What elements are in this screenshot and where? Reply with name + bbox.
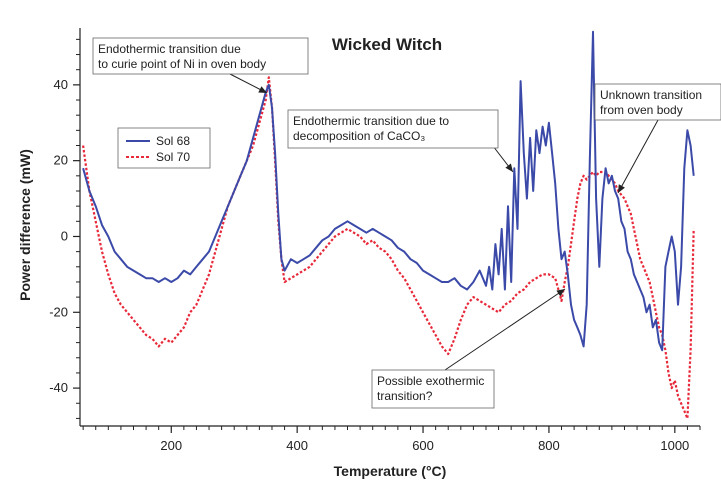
x-tick-label: 800	[538, 438, 560, 453]
annotation-text: from oven body	[600, 103, 683, 117]
axes-group	[79, 28, 700, 427]
x-tick-label: 600	[412, 438, 434, 453]
x-tick-label: 400	[286, 438, 308, 453]
chart-title: Wicked Witch	[332, 35, 442, 54]
arrow-head-icon	[505, 163, 513, 172]
annotation-box	[594, 83, 721, 121]
legend-box	[117, 127, 211, 169]
y-tick-label: 40	[54, 77, 68, 92]
annotation: Endothermic transition due todecompositi…	[287, 109, 514, 173]
y-tick-label: 0	[61, 228, 68, 243]
annotation-text: transition?	[377, 389, 433, 403]
series-line-sol-68	[82, 30, 695, 352]
x-tick-label: 1000	[660, 438, 689, 453]
annotation-text: Possible exothermic	[377, 374, 484, 388]
arrow-head-icon	[556, 289, 565, 297]
legend: Sol 68 Sol 70	[117, 127, 211, 169]
y-axis-title: Power difference (mW)	[17, 149, 33, 301]
x-tick-label: 200	[160, 438, 182, 453]
legend-label-sol70: Sol 70	[156, 150, 190, 164]
annotation-box	[287, 109, 499, 149]
arrow-head-icon	[258, 86, 267, 93]
arrow-head-icon	[618, 184, 625, 193]
y-tick-label: 20	[54, 153, 68, 168]
annotation-text: Unknown transition	[600, 88, 702, 102]
annotation-box	[92, 37, 309, 75]
annotation-leader	[444, 288, 566, 371]
y-tick-label: -40	[49, 380, 68, 395]
annotation-text: decomposition of CaCO₃	[293, 129, 425, 143]
legend-label-sol68: Sol 68	[156, 134, 190, 148]
y-tick-label: -20	[49, 304, 68, 319]
annotation-leader	[617, 119, 659, 194]
annotation-text: to curie point of Ni in oven body	[98, 57, 266, 71]
x-axis-title: Temperature (°C)	[334, 463, 447, 479]
series-layer	[82, 30, 695, 420]
series-line-sol-70	[82, 76, 695, 420]
annotation-text: Endothermic transition due	[98, 42, 241, 56]
annotation-text: Endothermic transition due to	[293, 114, 449, 128]
annotation-box	[371, 369, 495, 409]
